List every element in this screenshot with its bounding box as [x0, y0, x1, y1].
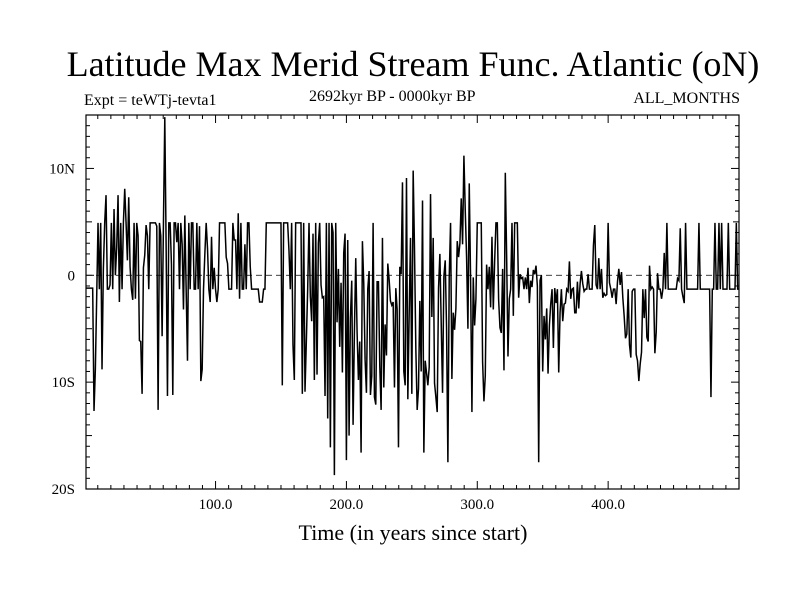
x-tick-label: 200.0: [330, 497, 364, 513]
x-tick-label: 100.0: [199, 497, 233, 513]
y-tick-label: 10S: [52, 375, 75, 391]
months-label: ALL_MONTHS: [633, 90, 740, 107]
period-label: 2692kyr BP - 0000kyr BP: [309, 88, 476, 105]
y-tick-label: 10N: [49, 161, 75, 177]
chart-title: Latitude Max Merid Stream Func. Atlantic…: [66, 44, 760, 84]
x-tick-label: 300.0: [460, 497, 494, 513]
x-tick-label: 400.0: [591, 497, 625, 513]
y-tick-label: 20S: [52, 482, 75, 498]
data-series-line: [86, 117, 739, 476]
plot-frame: [85, 114, 740, 490]
experiment-label: Expt = teWTj-tevta1: [84, 92, 217, 109]
y-tick-label: 0: [68, 268, 76, 284]
x-axis-label: Time (in years since start): [298, 520, 528, 545]
